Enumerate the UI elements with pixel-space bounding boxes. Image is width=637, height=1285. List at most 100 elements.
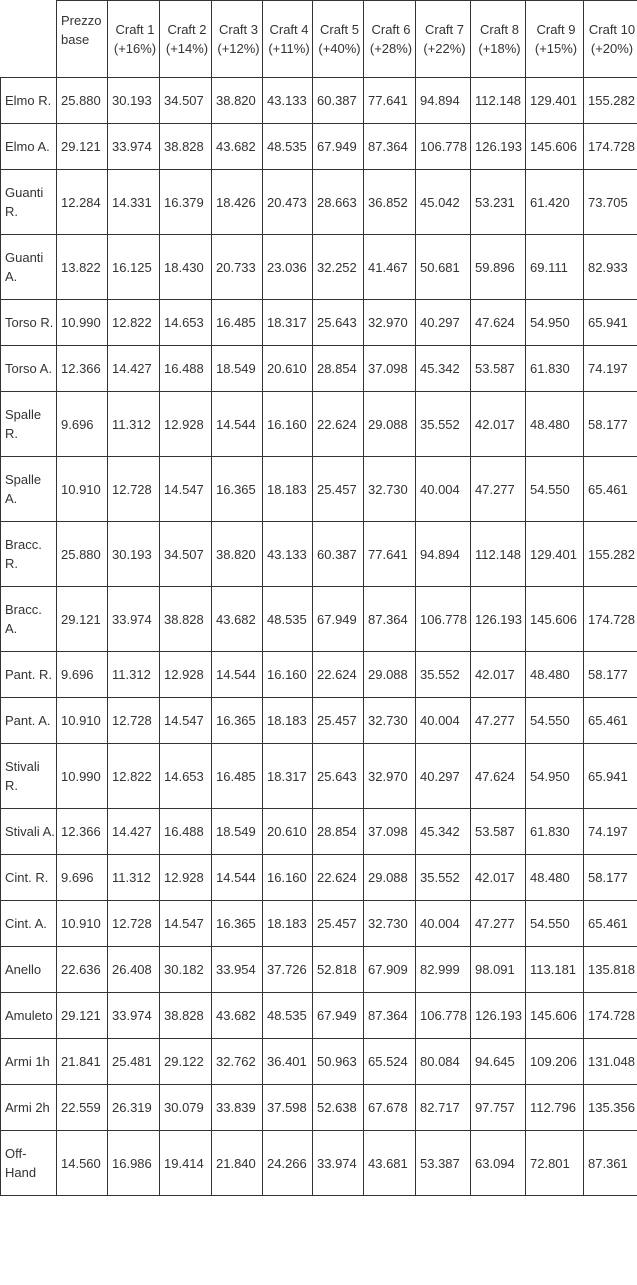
price-cell: 32.970 — [363, 299, 416, 346]
price-cell: 106.778 — [415, 992, 471, 1039]
price-cell: 53.587 — [470, 345, 526, 392]
price-cell: 13.822 — [56, 234, 108, 300]
price-cell: 72.801 — [525, 1130, 584, 1196]
price-cell: 32.730 — [363, 456, 416, 522]
row-label: Pant. A. — [0, 697, 57, 744]
price-cell: 14.547 — [159, 697, 212, 744]
price-cell: 12.928 — [159, 854, 212, 901]
table-row: Spalle R. 9.696 11.312 12.928 14.544 16.160 22… — [0, 391, 637, 457]
column-header: Craft 9 (+15%) — [525, 0, 584, 78]
price-cell: 25.457 — [312, 456, 364, 522]
price-cell: 74.197 — [583, 345, 637, 392]
price-cell: 12.928 — [159, 651, 212, 698]
price-cell: 65.941 — [583, 299, 637, 346]
price-cell: 37.598 — [262, 1084, 313, 1131]
row-label: Cint. R. — [0, 854, 57, 901]
price-cell: 65.461 — [583, 697, 637, 744]
price-cell: 19.414 — [159, 1130, 212, 1196]
price-cell: 20.610 — [262, 345, 313, 392]
price-cell: 50.681 — [415, 234, 471, 300]
price-cell: 29.121 — [56, 123, 108, 170]
price-cell: 14.427 — [107, 345, 160, 392]
price-cell: 14.331 — [107, 169, 160, 235]
price-cell: 61.420 — [525, 169, 584, 235]
price-cell: 145.606 — [525, 123, 584, 170]
price-cell: 32.970 — [363, 743, 416, 809]
price-cell: 22.624 — [312, 651, 364, 698]
price-cell: 22.636 — [56, 946, 108, 993]
price-cell: 145.606 — [525, 586, 584, 652]
price-cell: 33.839 — [211, 1084, 263, 1131]
price-cell: 11.312 — [107, 651, 160, 698]
corner-cell — [0, 0, 57, 78]
price-cell: 22.624 — [312, 391, 364, 457]
column-header: Craft 5 (+40%) — [312, 0, 364, 78]
price-cell: 82.933 — [583, 234, 637, 300]
row-label: Bracc. A. — [0, 586, 57, 652]
price-cell: 38.828 — [159, 992, 212, 1039]
table-row: Off-Hand 14.560 16.986 19.414 21.840 24.266 33… — [0, 1130, 637, 1196]
price-cell: 18.317 — [262, 743, 313, 809]
price-cell: 10.990 — [56, 299, 108, 346]
price-cell: 48.480 — [525, 854, 584, 901]
column-header: Craft 1 (+16%) — [107, 0, 160, 78]
price-cell: 42.017 — [470, 651, 526, 698]
price-cell: 87.361 — [583, 1130, 637, 1196]
price-cell: 41.467 — [363, 234, 416, 300]
price-cell: 174.728 — [583, 586, 637, 652]
price-cell: 28.854 — [312, 808, 364, 855]
price-cell: 58.177 — [583, 651, 637, 698]
price-cell: 135.356 — [583, 1084, 637, 1131]
price-cell: 12.822 — [107, 299, 160, 346]
price-cell: 54.950 — [525, 743, 584, 809]
table-body: Elmo R. 25.880 30.193 34.507 38.820 43.133 60.… — [0, 77, 637, 1196]
header-row: Prezzo base Craft 1 (+16%) Craft 2 (+14%) C… — [0, 0, 637, 78]
price-cell: 43.682 — [211, 123, 263, 170]
price-cell: 63.094 — [470, 1130, 526, 1196]
price-cell: 33.954 — [211, 946, 263, 993]
price-cell: 54.950 — [525, 299, 584, 346]
price-cell: 16.379 — [159, 169, 212, 235]
price-cell: 24.266 — [262, 1130, 313, 1196]
price-cell: 16.160 — [262, 651, 313, 698]
price-cell: 65.524 — [363, 1038, 416, 1085]
row-label: Elmo R. — [0, 77, 57, 124]
table-row: Bracc. R. 25.880 30.193 34.507 38.820 43.133 6… — [0, 521, 637, 587]
price-cell: 30.193 — [107, 77, 160, 124]
price-cell: 20.610 — [262, 808, 313, 855]
column-header: Craft 6 (+28%) — [363, 0, 416, 78]
price-cell: 45.042 — [415, 169, 471, 235]
price-cell: 16.160 — [262, 854, 313, 901]
price-cell: 58.177 — [583, 391, 637, 457]
row-label: Armi 2h — [0, 1084, 57, 1131]
price-cell: 10.990 — [56, 743, 108, 809]
column-header: Craft 3 (+12%) — [211, 0, 263, 78]
row-label: Anello — [0, 946, 57, 993]
price-cell: 16.365 — [211, 697, 263, 744]
table-row: Amuleto 29.121 33.974 38.828 43.682 48.535 67.… — [0, 992, 637, 1039]
column-header: Craft 4 (+11%) — [262, 0, 313, 78]
price-cell: 16.160 — [262, 391, 313, 457]
row-label: Armi 1h — [0, 1038, 57, 1085]
price-cell: 47.277 — [470, 697, 526, 744]
price-cell: 18.183 — [262, 456, 313, 522]
price-cell: 12.366 — [56, 808, 108, 855]
price-cell: 14.547 — [159, 900, 212, 947]
price-cell: 38.820 — [211, 521, 263, 587]
price-cell: 47.624 — [470, 299, 526, 346]
price-cell: 18.549 — [211, 808, 263, 855]
price-cell: 35.552 — [415, 854, 471, 901]
price-cell: 98.091 — [470, 946, 526, 993]
price-cell: 21.841 — [56, 1038, 108, 1085]
price-cell: 59.896 — [470, 234, 526, 300]
price-cell: 12.284 — [56, 169, 108, 235]
price-cell: 109.206 — [525, 1038, 584, 1085]
price-cell: 106.778 — [415, 586, 471, 652]
price-cell: 145.606 — [525, 992, 584, 1039]
price-cell: 47.277 — [470, 900, 526, 947]
price-cell: 82.717 — [415, 1084, 471, 1131]
price-cell: 54.550 — [525, 900, 584, 947]
price-cell: 25.643 — [312, 299, 364, 346]
price-cell: 87.364 — [363, 123, 416, 170]
table-row: Elmo A. 29.121 33.974 38.828 43.682 48.535 67.… — [0, 123, 637, 170]
